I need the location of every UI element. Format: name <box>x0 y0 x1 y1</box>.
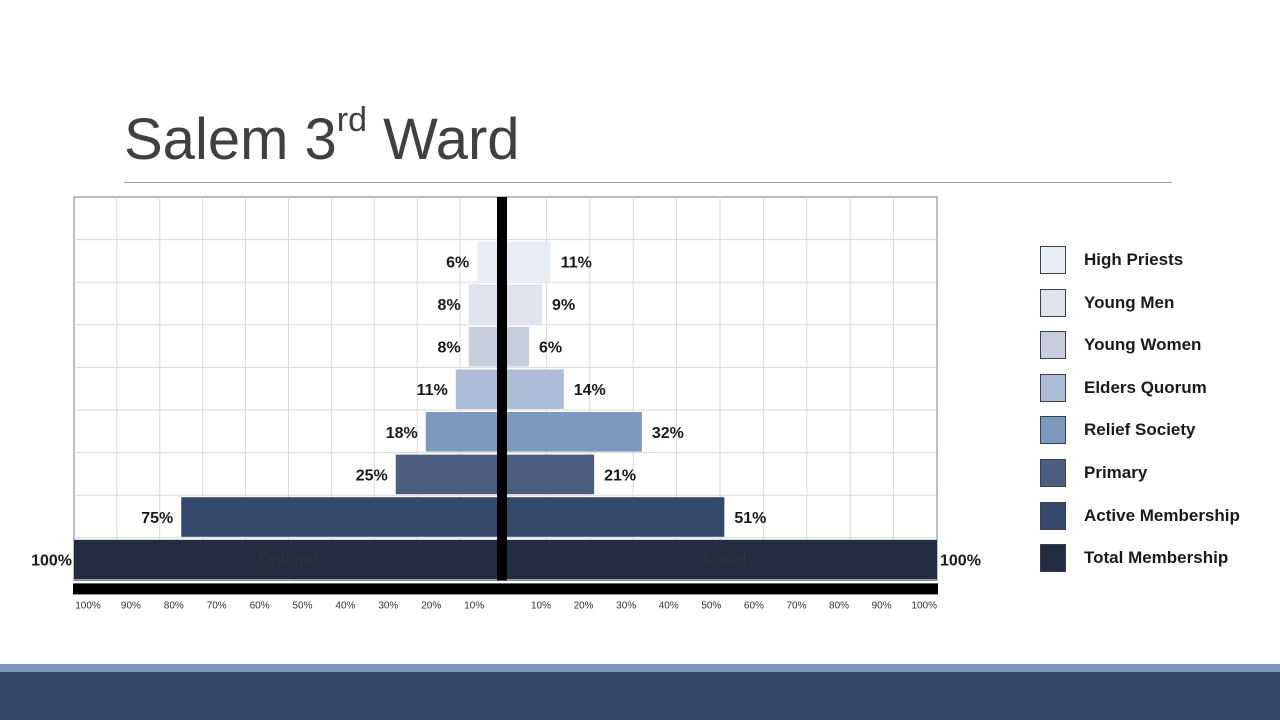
legend-item: Relief Society <box>1040 416 1270 445</box>
legend-swatch <box>1040 373 1066 402</box>
bar-optimal <box>74 539 503 580</box>
data-label-optimal: 8% <box>438 297 461 314</box>
bar-actual <box>503 454 595 495</box>
title-end: Ward <box>367 107 520 172</box>
footer-bar <box>0 672 1280 720</box>
legend-swatch <box>1040 246 1066 274</box>
data-label-actual: 100% <box>940 553 981 570</box>
tick-label-right: 40% <box>659 600 679 611</box>
bar-optimal <box>455 369 503 409</box>
legend-label: Elders Quorum <box>1084 377 1207 397</box>
bar-optimal <box>181 497 503 537</box>
center-axis <box>497 197 507 581</box>
title-superscript: rd <box>336 101 368 139</box>
legend-label: Active Membership <box>1084 505 1240 525</box>
tick-label-left: 50% <box>293 600 313 611</box>
tick-label-right: 80% <box>829 600 849 611</box>
legend-item: Active Membership <box>1040 501 1270 530</box>
legend-swatch <box>1040 458 1066 487</box>
pyramid-chart: 6% 11% 8% 9% 8% 6% 11% 14% 18% 32% 25% 21% 75% 51% 100… <box>31 196 981 611</box>
tick-label-left: 10% <box>464 600 484 611</box>
tick-label-left: 90% <box>121 600 141 611</box>
legend-item: Young Men <box>1040 288 1270 317</box>
tick-label-right: 20% <box>574 600 594 611</box>
legend-label: Young Women <box>1084 335 1202 355</box>
slide-title: Salem 3rd Ward <box>124 101 520 176</box>
legend-item: Primary <box>1040 458 1270 487</box>
legend-label: Total Membership <box>1084 548 1229 568</box>
bar-actual <box>503 369 564 409</box>
legend-swatch <box>1040 331 1066 360</box>
tick-label-right: 70% <box>786 600 806 611</box>
tick-label-left: 30% <box>378 600 398 611</box>
title-divider <box>124 182 1172 183</box>
bar-actual <box>503 241 551 282</box>
data-label-optimal: 75% <box>141 510 173 527</box>
data-label-optimal: 6% <box>446 254 469 271</box>
bar-actual <box>503 539 937 580</box>
tick-label-left: 70% <box>207 600 227 611</box>
bar-optimal <box>395 454 503 495</box>
bar-actual <box>503 412 642 452</box>
bar-actual <box>503 497 725 537</box>
data-label-actual: 32% <box>652 425 684 442</box>
legend-swatch <box>1040 288 1066 317</box>
legend-label: Relief Society <box>1084 420 1196 440</box>
tick-label-left: 20% <box>421 600 441 611</box>
data-label-actual: 21% <box>604 467 636 484</box>
data-label-optimal: 25% <box>356 467 388 484</box>
tick-label-right: 60% <box>744 600 764 611</box>
legend-label: Young Men <box>1084 292 1175 312</box>
bar-actual <box>503 284 543 324</box>
bar-optimal <box>425 412 503 452</box>
data-label-actual: 6% <box>539 340 562 357</box>
series-label-optimal: Optimal <box>258 550 317 569</box>
chart-legend: High Priests Young Men Young Women Elders Q… <box>1040 246 1270 587</box>
tick-label-right: 100% <box>911 600 937 611</box>
tick-label-left: 60% <box>250 600 270 611</box>
tick-label-right: 30% <box>616 600 636 611</box>
data-label-optimal: 8% <box>438 340 461 357</box>
legend-swatch <box>1040 544 1066 573</box>
bar-actual <box>503 326 530 367</box>
series-label-actual: Actual <box>699 550 746 569</box>
legend-item: Elders Quorum <box>1040 373 1270 402</box>
x-axis-bar <box>73 583 938 595</box>
footer-accent-bar <box>0 664 1280 672</box>
legend-label: Primary <box>1084 462 1148 482</box>
data-label-optimal: 18% <box>386 425 418 442</box>
legend-swatch <box>1040 416 1066 445</box>
tick-label-right: 50% <box>701 600 721 611</box>
legend-item: High Priests <box>1040 246 1270 274</box>
legend-item: Total Membership <box>1040 544 1270 573</box>
data-label-optimal: 11% <box>417 382 448 399</box>
data-label-actual: 9% <box>552 297 575 314</box>
data-label-optimal: 100% <box>31 553 72 570</box>
title-main: Salem 3 <box>124 107 337 172</box>
tick-label-right: 10% <box>531 600 551 611</box>
data-label-actual: 11% <box>561 254 592 271</box>
legend-item: Young Women <box>1040 331 1270 360</box>
tick-label-left: 80% <box>164 600 184 611</box>
legend-label: High Priests <box>1084 250 1184 269</box>
tick-label-left: 40% <box>335 600 355 611</box>
tick-label-left: 100% <box>75 600 101 611</box>
legend-swatch <box>1040 501 1066 530</box>
data-label-actual: 14% <box>574 382 606 399</box>
tick-label-right: 90% <box>872 600 892 611</box>
data-label-actual: 51% <box>734 510 766 527</box>
